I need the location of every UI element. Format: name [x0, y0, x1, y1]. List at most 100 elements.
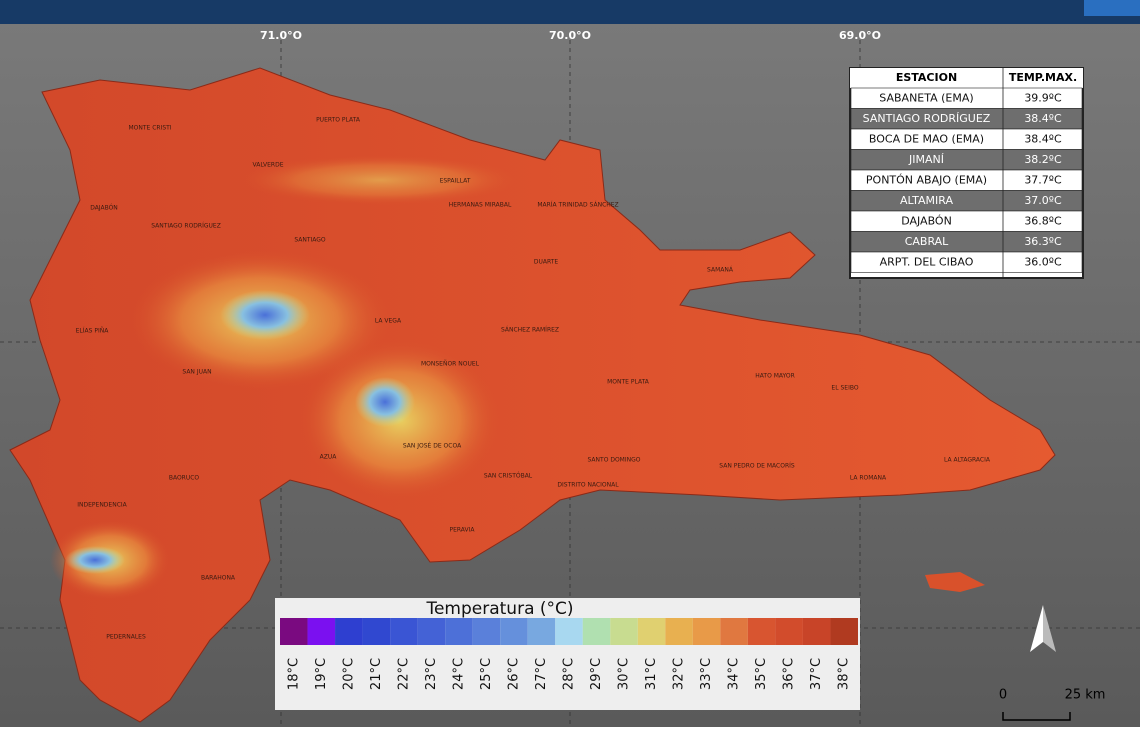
place-label: PEDERNALES	[106, 634, 146, 641]
legend-label: 37°C	[809, 658, 824, 690]
place-label: SANTO DOMINGO	[588, 457, 641, 464]
place-label: SAN JUAN	[182, 369, 211, 376]
place-label: ESPAILLAT	[440, 178, 471, 185]
legend-label: 28°C	[562, 658, 577, 690]
place-label: MONTE CRISTI	[128, 125, 171, 132]
legend-swatch	[802, 618, 831, 645]
station-temp: 37.0ºC	[1024, 194, 1062, 207]
north-arrow	[1030, 605, 1056, 652]
place-label: PUERTO PLATA	[316, 117, 361, 124]
grid-label: 70.0°O	[549, 29, 591, 42]
legend-label: 23°C	[424, 658, 439, 690]
station-temp: 36.3ºC	[1024, 235, 1062, 248]
station-temp: 39.9ºC	[1024, 91, 1062, 104]
place-label: LA ALTAGRACIA	[944, 457, 991, 464]
place-label: MARÍA TRINIDAD SÁNCHEZ	[537, 202, 618, 209]
legend-swatch	[335, 618, 363, 645]
place-label: SAMANÁ	[707, 267, 734, 274]
legend-label: 29°C	[589, 658, 604, 690]
place-label: DAJABÓN	[90, 205, 118, 212]
place-label: INDEPENDENCIA	[77, 502, 127, 509]
station-name: SANTIAGO RODRÍGUEZ	[863, 112, 991, 125]
legend-title: Temperatura (°C)	[425, 599, 573, 619]
place-label: SAN JOSÉ DE OCOA	[403, 442, 462, 450]
place-labels: MONTE CRISTI PUERTO PLATA VALVERDE DAJABÓN S…	[76, 117, 991, 641]
legend-swatch	[830, 618, 858, 645]
place-label: VALVERDE	[253, 162, 284, 169]
scale-bar: 0 25 km	[999, 688, 1106, 721]
table-header: TEMP.MAX.	[1009, 71, 1077, 84]
grid-labels: 71.0°O 70.0°O 69.0°O	[260, 29, 881, 42]
legend-swatch	[417, 618, 446, 645]
station-name: DAJABÓN	[901, 214, 952, 227]
legend-label: 36°C	[782, 658, 797, 690]
temperature-legend: Temperatura (°C) 18°C 19°C 20°C 21°C 22°C 23°C…	[275, 598, 860, 710]
legend-swatch	[747, 618, 776, 645]
legend-swatch	[555, 618, 583, 645]
place-label: SAN PEDRO DE MACORÍS	[719, 463, 795, 470]
legend-swatch	[527, 618, 556, 645]
legend-label: 21°C	[369, 658, 384, 690]
legend-swatch	[692, 618, 721, 645]
legend-swatch	[610, 618, 638, 645]
legend-label: 24°C	[451, 658, 466, 690]
grid-label: 69.0°O	[839, 29, 881, 42]
place-label: BARAHONA	[201, 575, 236, 582]
station-temp: 38.4ºC	[1024, 132, 1062, 145]
relief	[50, 155, 520, 600]
place-label: SAN CRISTÓBAL	[484, 473, 533, 480]
place-label: BAORUCO	[169, 475, 200, 482]
scale-label: 25 km	[1065, 688, 1106, 703]
legend-label: 25°C	[479, 658, 494, 690]
station-temp: 38.4ºC	[1024, 112, 1062, 125]
legend-swatch	[390, 618, 418, 645]
legend-swatch	[775, 618, 803, 645]
legend-swatch	[637, 618, 666, 645]
table-header-bg	[850, 68, 1083, 88]
station-temp: 38.2ºC	[1024, 153, 1062, 166]
place-label: PERAVIA	[449, 527, 475, 534]
legend-swatch	[665, 618, 693, 645]
legend-label: 35°C	[754, 658, 769, 690]
legend-label: 20°C	[341, 658, 356, 690]
place-label: HATO MAYOR	[755, 373, 795, 380]
station-table: ESTACION TEMP.MAX. SABANETA (EMA) 39.9ºC SAN…	[849, 67, 1084, 279]
place-label: HERMANAS MIRABAL	[449, 202, 512, 209]
legend-label: 38°C	[837, 658, 852, 690]
legend-label: 19°C	[314, 658, 329, 690]
table-row	[850, 251, 1083, 273]
place-label: EL SEIBO	[831, 385, 858, 392]
logo	[1084, 0, 1140, 16]
place-label: LA ROMANA	[850, 475, 887, 482]
legend-label: 22°C	[396, 658, 411, 690]
legend-swatch	[720, 618, 748, 645]
grid-label: 71.0°O	[260, 29, 302, 42]
station-name: SABANETA (EMA)	[879, 91, 973, 104]
legend-swatch	[307, 618, 336, 645]
place-label: MONTE PLATA	[607, 379, 650, 386]
place-label: DISTRITO NACIONAL	[557, 482, 619, 489]
legend-swatch	[582, 618, 611, 645]
legend-swatch	[445, 618, 473, 645]
country-shape	[9, 67, 1056, 723]
station-name: JIMANÍ	[908, 153, 944, 166]
island	[925, 572, 985, 592]
place-label: SANTIAGO RODRÍGUEZ	[151, 223, 221, 230]
legend-swatch	[472, 618, 501, 645]
top-bar	[0, 0, 1140, 24]
station-name: BOCA DE MAO (EMA)	[869, 132, 984, 145]
legend-swatch	[500, 618, 528, 645]
station-name: CABRAL	[905, 235, 949, 248]
station-name: PONTÓN ABAJO (EMA)	[866, 173, 987, 186]
legend-label: 18°C	[286, 658, 301, 690]
station-name: ARPT. DEL CIBAO	[880, 255, 974, 268]
place-label: AZUA	[320, 454, 338, 461]
legend-label: 26°C	[506, 658, 521, 690]
legend-swatch	[280, 618, 308, 645]
place-label: ELÍAS PIÑA	[76, 328, 110, 335]
legend-label: 34°C	[727, 658, 742, 690]
table-header: ESTACION	[896, 71, 957, 84]
legend-label: 31°C	[644, 658, 659, 690]
place-label: SANTIAGO	[294, 237, 326, 244]
